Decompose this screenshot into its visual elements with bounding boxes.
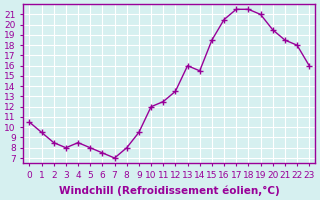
X-axis label: Windchill (Refroidissement éolien,°C): Windchill (Refroidissement éolien,°C) xyxy=(59,185,280,196)
